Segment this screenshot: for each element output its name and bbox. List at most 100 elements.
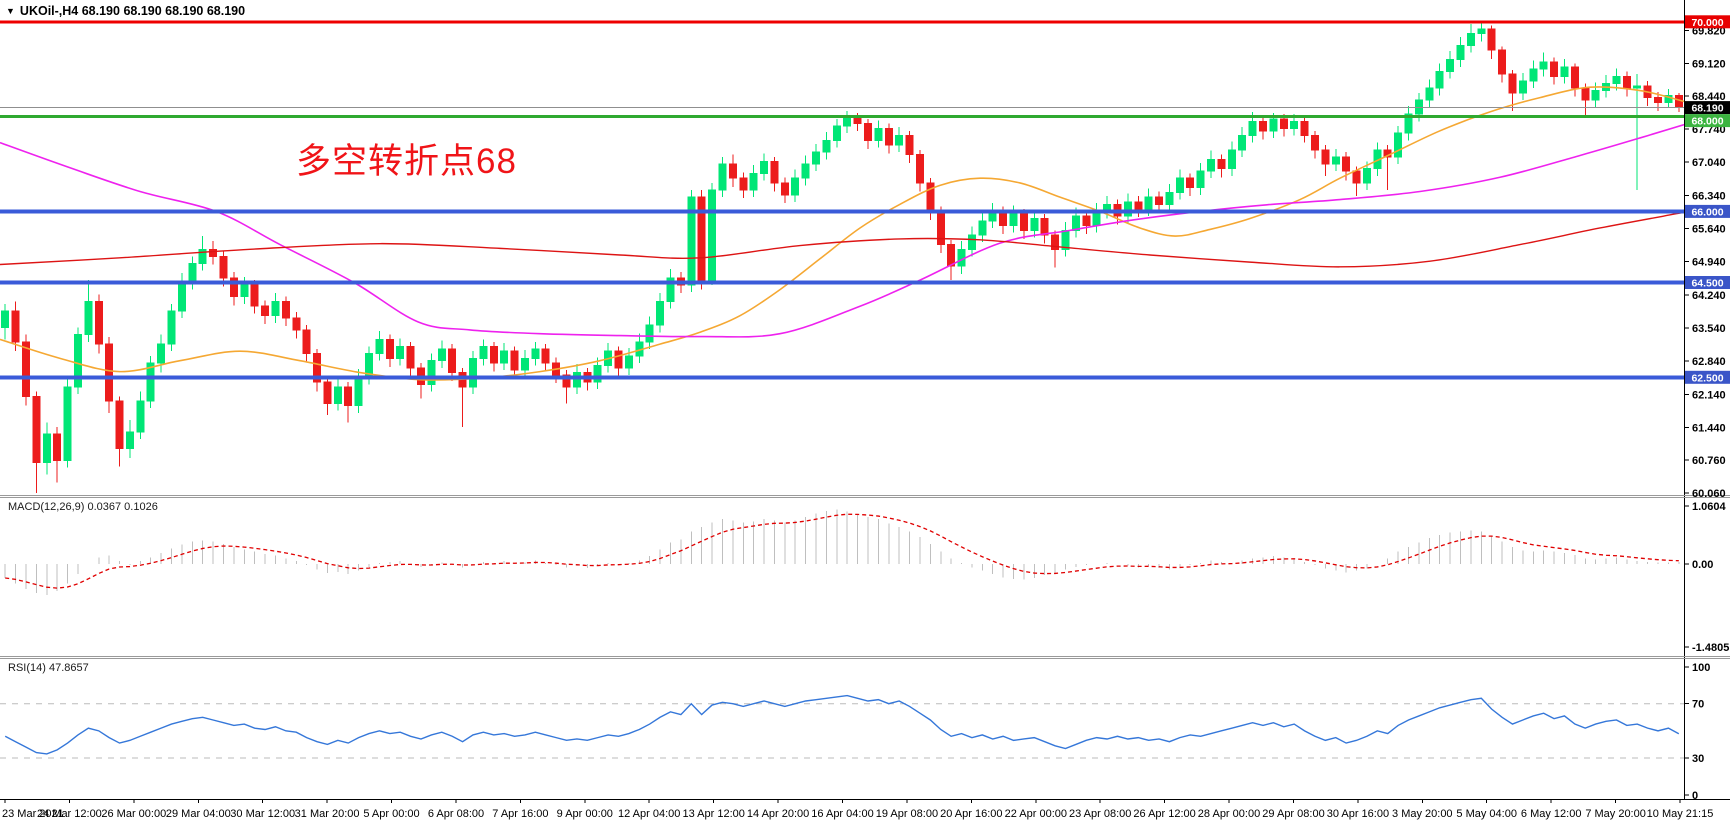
candle-body [125, 431, 134, 449]
price-tick-label: 64.240 [1692, 290, 1726, 302]
candle-body [1654, 97, 1663, 103]
candle-body [302, 329, 311, 355]
candle-body [1165, 191, 1174, 205]
candle-body [1550, 61, 1559, 77]
time-tick-label: 14 Apr 20:00 [747, 808, 809, 820]
candle-body [1, 310, 10, 329]
macd-tick-label: 0.00 [1692, 559, 1713, 571]
candle-body [219, 255, 228, 279]
candle-body [1207, 158, 1216, 172]
candle-body [905, 135, 914, 156]
candle-body [562, 374, 571, 388]
price-badge-label: 68.000 [1691, 116, 1723, 128]
candle-body [978, 220, 987, 236]
candle-body [177, 282, 186, 312]
candle-body [1196, 170, 1205, 189]
candle-body [1061, 229, 1070, 250]
candle-body [11, 310, 20, 343]
candle-body [1362, 168, 1371, 184]
candle-body [281, 300, 290, 319]
candle-body [812, 151, 821, 165]
time-tick-label: 24 Mar 12:00 [37, 808, 102, 820]
candle-body [510, 350, 519, 371]
candle-body [1175, 177, 1184, 193]
chart-frame [0, 0, 1730, 800]
price-badge-68.000 [1685, 114, 1730, 128]
candle-body [947, 244, 956, 267]
price-tick-label: 62.840 [1692, 356, 1726, 368]
candle-body [1331, 156, 1340, 165]
candle-body [957, 248, 966, 267]
candle-body [105, 343, 114, 402]
price-badge-62.500 [1685, 370, 1730, 384]
price-tick-label: 60.760 [1692, 455, 1726, 467]
price-tick-label: 67.040 [1692, 157, 1726, 169]
price-axis[interactable]: 69.82069.12068.44067.74067.04066.34065.6… [1684, 15, 1730, 802]
rsi-line [4, 694, 1680, 755]
candle-body [1477, 28, 1486, 35]
candle-body [229, 277, 238, 298]
candle-body [697, 196, 706, 281]
candle-body [1487, 28, 1496, 51]
candle-body [271, 300, 280, 317]
main-price-pane[interactable] [0, 23, 1684, 493]
time-tick-label: 26 Apr 12:00 [1133, 808, 1195, 820]
candle-body [1508, 73, 1517, 94]
candle-body [1186, 177, 1195, 189]
candle-body [687, 196, 696, 286]
candle-body [427, 360, 436, 385]
time-tick-label: 12 Apr 04:00 [618, 808, 680, 820]
price-badge-label: 62.500 [1691, 372, 1723, 384]
candle-body [1071, 215, 1080, 231]
candle-body [999, 210, 1008, 227]
macd-pane[interactable] [4, 509, 1680, 595]
candle-body [863, 123, 872, 141]
time-tick-label: 7 Apr 16:00 [492, 808, 548, 820]
time-tick-label: 23 Apr 08:00 [1069, 808, 1131, 820]
rsi-tick-label: 100 [1692, 662, 1710, 674]
candle-body [770, 161, 779, 184]
candle-body [63, 386, 72, 461]
time-tick-label: 26 Mar 00:00 [101, 808, 166, 820]
time-tick-label: 22 Apr 00:00 [1005, 808, 1067, 820]
ma-slow-magenta [0, 123, 1684, 338]
time-tick-label: 6 Apr 08:00 [428, 808, 484, 820]
symbol-title-text: UKOil-,H4 68.190 68.190 68.190 68.190 [19, 4, 246, 18]
price-badge-70.000 [1685, 15, 1730, 29]
price-tick-label: 60.060 [1692, 488, 1726, 500]
price-tick-label: 65.640 [1692, 223, 1726, 235]
candle-body [333, 386, 342, 404]
candle-body [136, 400, 145, 433]
candle-body [1248, 120, 1257, 137]
candle-body [1394, 132, 1403, 158]
candle-body [541, 348, 550, 364]
candle-body [146, 362, 155, 402]
candle-body [313, 353, 322, 383]
candle-body [1051, 234, 1060, 250]
candle-body [1446, 59, 1455, 73]
candle-body [1404, 113, 1413, 134]
candle-body [1269, 118, 1278, 132]
symbol-dropdown-icon[interactable]: ▼ [6, 6, 15, 16]
candle-body [531, 348, 540, 359]
candle-body [385, 338, 394, 359]
candle-body [354, 376, 363, 407]
price-tick-label: 69.820 [1692, 25, 1726, 37]
rsi-pane[interactable] [0, 694, 1684, 759]
candle-body [375, 338, 384, 355]
annotation-text[interactable]: 多空转折点68 [296, 142, 517, 181]
time-tick-label: 16 Apr 04:00 [811, 808, 873, 820]
candle-body [801, 163, 810, 179]
candle-body [1009, 213, 1018, 227]
price-tick-label: 63.540 [1692, 323, 1726, 335]
candle-body [437, 348, 446, 362]
time-tick-label: 23 Mar 2021 [2, 808, 64, 820]
candle-body [520, 357, 529, 371]
candle-body [188, 263, 197, 284]
candle-body [1539, 61, 1548, 70]
time-tick-label: 29 Mar 04:00 [166, 808, 231, 820]
candle-body [468, 357, 477, 388]
candle-body [884, 127, 893, 146]
